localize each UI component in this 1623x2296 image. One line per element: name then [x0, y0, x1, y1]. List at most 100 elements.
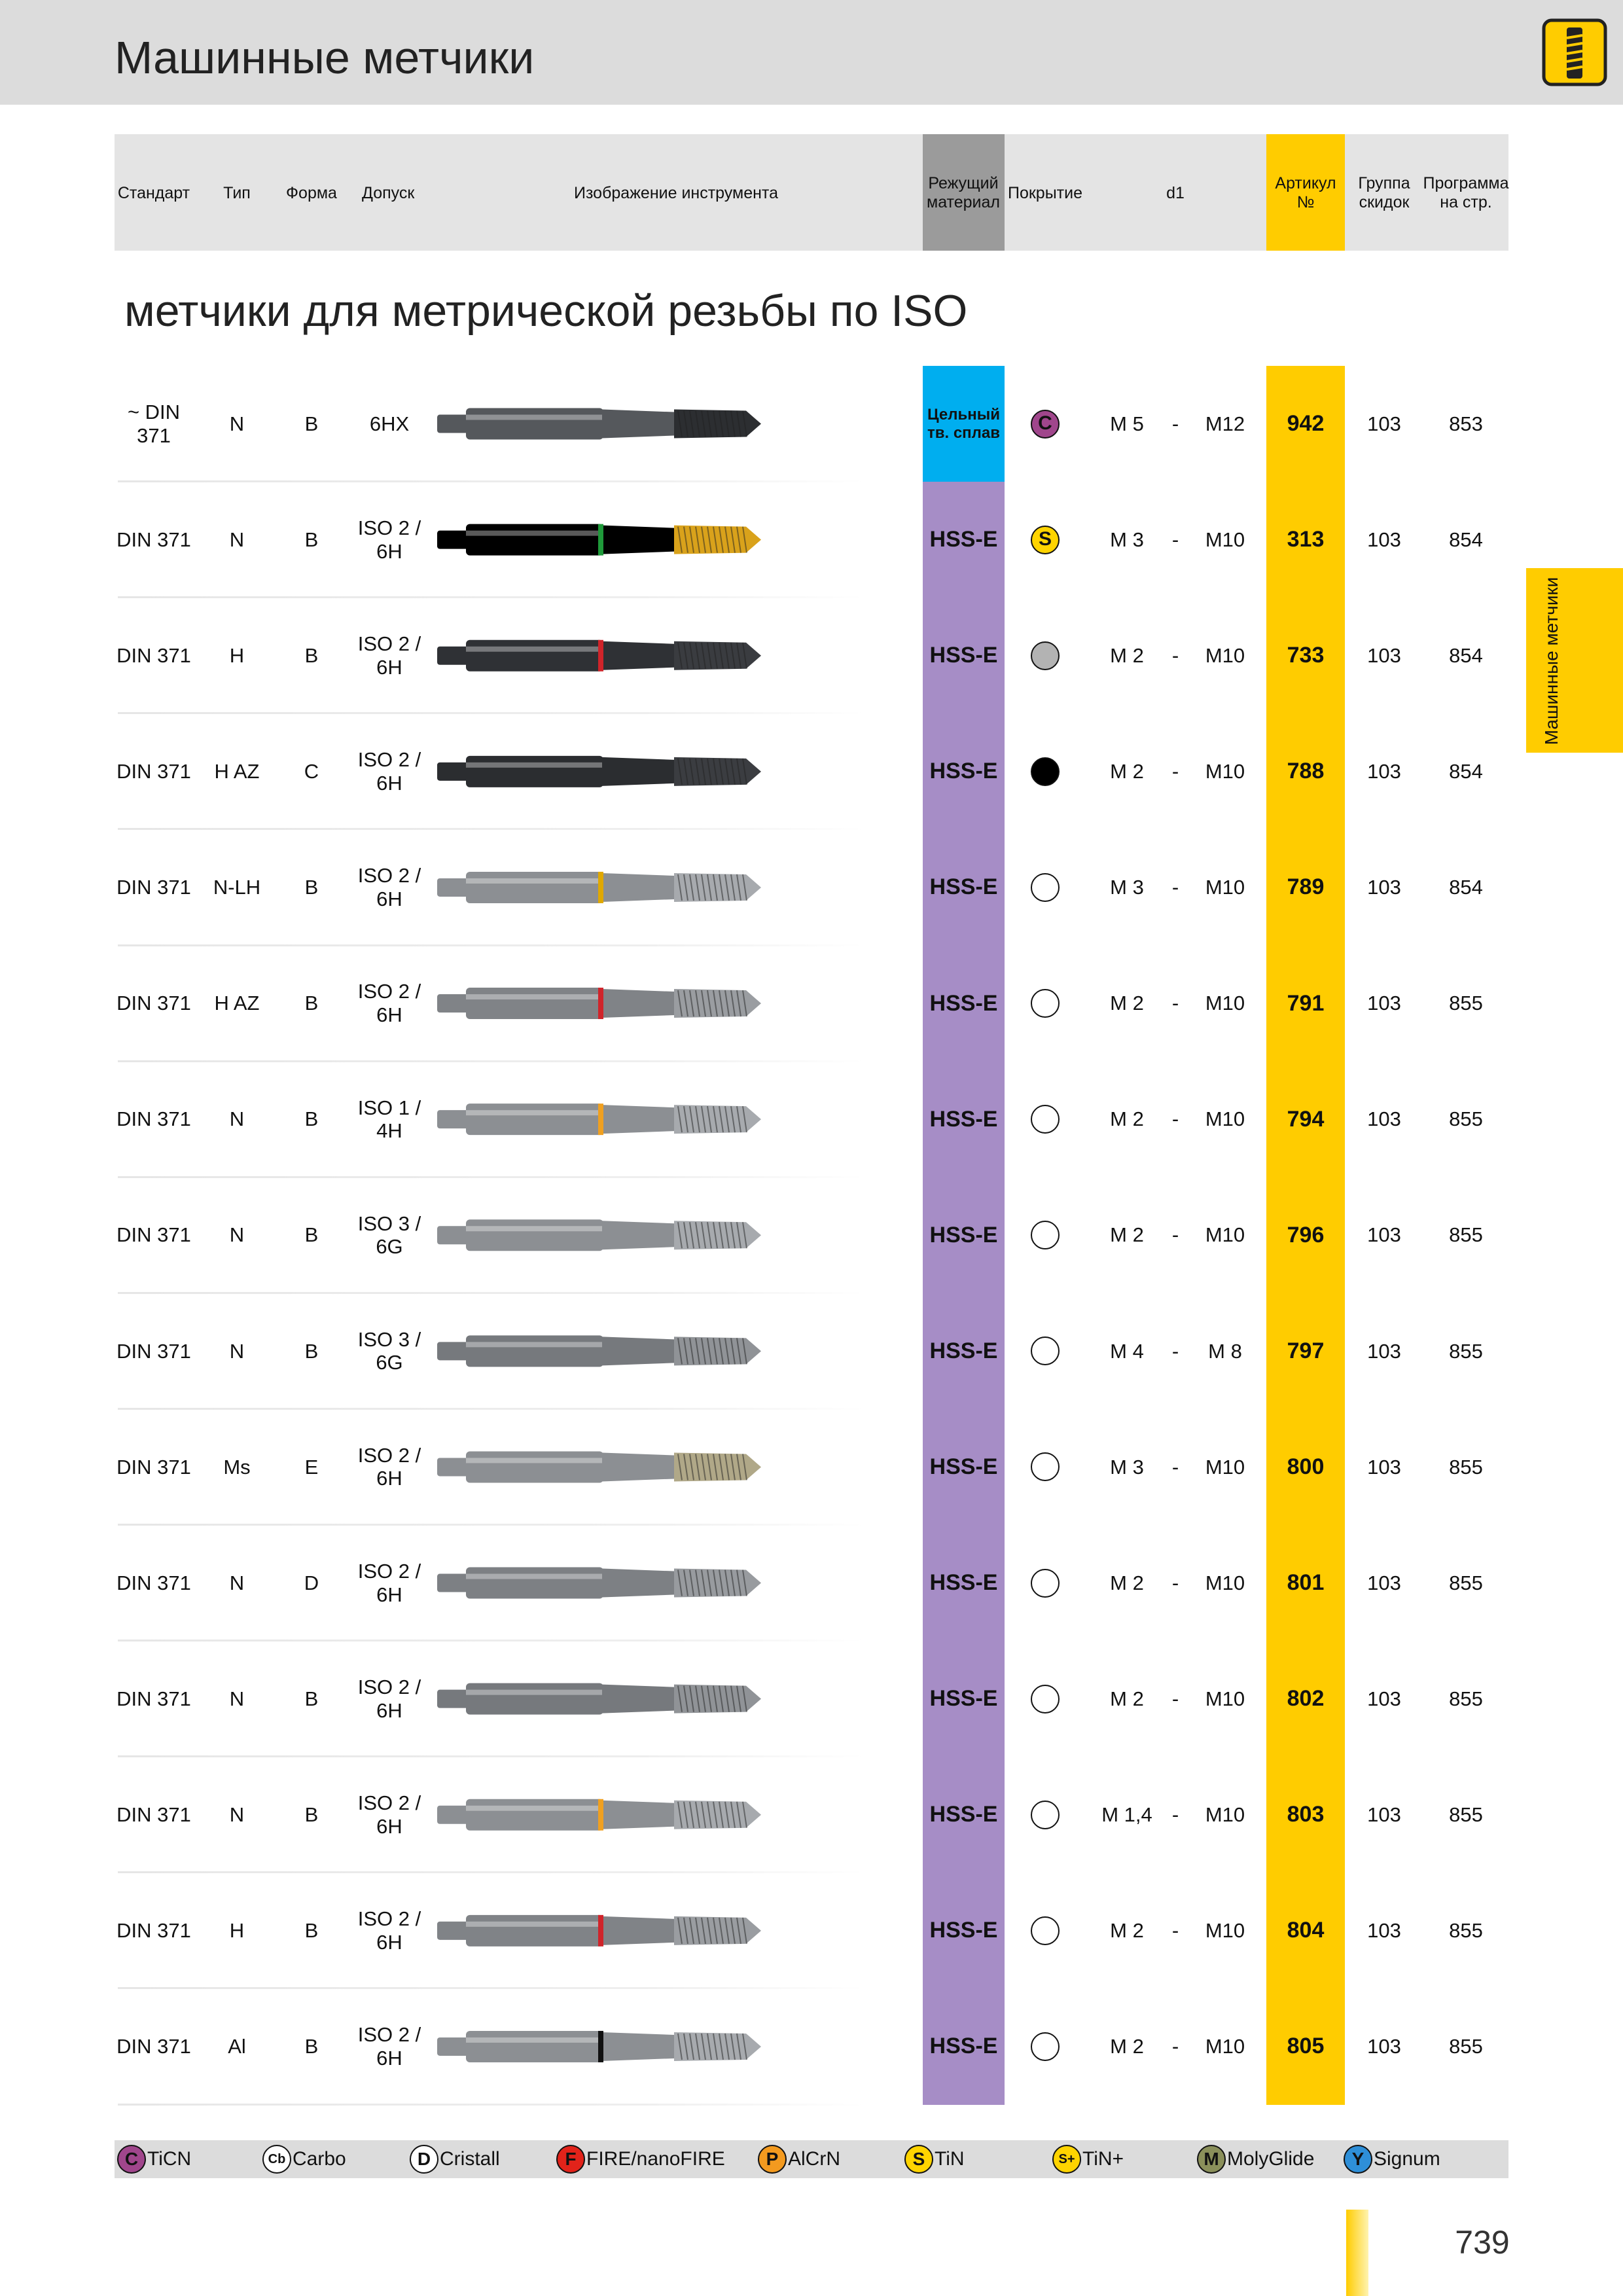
d1-to: M10	[1205, 1223, 1245, 1247]
catalog-page: 855	[1449, 1571, 1483, 1594]
tool-shank-highlight	[466, 762, 603, 768]
form: B	[304, 412, 319, 435]
thread-line	[701, 758, 706, 785]
type: Al	[228, 2035, 246, 2058]
column-header: Программа на стр.	[1423, 174, 1509, 211]
thread-line	[695, 1570, 700, 1596]
legend-bar	[115, 2140, 1508, 2178]
thread-line	[707, 2033, 712, 2060]
thread-line	[707, 1454, 712, 1480]
row-separator	[118, 596, 864, 599]
cutting-material: Цельный тв. сплав	[927, 405, 1001, 442]
d1-from: M 1,4	[1101, 1803, 1152, 1826]
page-title: Машинные метчики	[115, 31, 535, 83]
thread-line	[701, 642, 706, 669]
tool-shank	[466, 524, 603, 556]
thread-line	[701, 2033, 706, 2060]
tool-shank-highlight	[466, 1110, 603, 1116]
catalog-page: 854	[1449, 760, 1483, 783]
d1-to: M 8	[1208, 1339, 1242, 1363]
thread-line	[730, 1338, 736, 1365]
type: H	[229, 643, 245, 667]
form: D	[304, 1571, 319, 1594]
thread-line	[724, 1338, 730, 1365]
discount-group: 103	[1367, 1687, 1401, 1710]
d1-dash: -	[1171, 643, 1179, 667]
form: B	[304, 1339, 319, 1363]
tolerance: ISO 2 / 6H	[357, 748, 421, 795]
d1-to: M10	[1205, 1571, 1245, 1594]
article: 797	[1287, 1338, 1325, 1363]
material-cell-bg	[923, 1408, 1005, 1526]
thread-line	[689, 1222, 694, 1249]
catalog-page: 855	[1449, 992, 1483, 1015]
thread-line	[713, 758, 718, 785]
discount-group: 103	[1367, 1107, 1401, 1131]
thread-line	[713, 2033, 718, 2060]
thread-line	[689, 1685, 694, 1712]
tool-ring	[598, 639, 603, 672]
tolerance: ISO 2 / 6H	[357, 980, 421, 1027]
coating-symbol	[1031, 1800, 1060, 1829]
thread-line	[707, 990, 712, 1017]
discount-group: 103	[1367, 528, 1401, 551]
legend-symbol: C	[117, 2145, 146, 2174]
standard: DIN 371	[116, 876, 191, 899]
thread-line	[724, 1917, 730, 1944]
material-cell-bg	[923, 713, 1005, 831]
standard: ~ DIN 371	[127, 400, 181, 447]
type: Ms	[223, 1455, 251, 1479]
row-separator	[118, 2103, 864, 2106]
tool-shank	[466, 1799, 603, 1831]
form: B	[304, 2035, 319, 2058]
thread-line	[683, 1685, 688, 1712]
legend-symbol: S+	[1052, 2145, 1081, 2174]
thread-line	[713, 1338, 718, 1365]
d1-dash: -	[1171, 412, 1179, 435]
discount-group: 103	[1367, 1223, 1401, 1247]
article: 804	[1287, 1918, 1325, 1943]
type: N	[229, 1107, 245, 1131]
row-separator	[118, 1640, 864, 1642]
d1-from: M 3	[1110, 528, 1144, 551]
tool-neck	[602, 1568, 674, 1598]
d1-dash: -	[1171, 1571, 1179, 1594]
standard: DIN 371	[116, 1803, 191, 1826]
thread-line	[689, 874, 694, 901]
thread-line	[730, 1222, 736, 1249]
row-separator	[118, 1987, 864, 1990]
catalog-page: 855	[1449, 2035, 1483, 2058]
thread-line	[695, 1106, 700, 1133]
catalog-page: 855	[1449, 1455, 1483, 1479]
tool-shank-highlight	[466, 1689, 603, 1695]
tolerance: ISO 2 / 6H	[357, 1676, 421, 1722]
thread-line	[719, 1801, 724, 1828]
material-header-bg	[923, 134, 1005, 251]
legend-label: Cristall	[440, 2147, 500, 2170]
column-header: Стандарт	[117, 183, 190, 202]
material-cell-bg	[923, 1873, 1005, 1990]
legend-label: FIRE/nanoFIRE	[586, 2147, 725, 2170]
thread-line	[736, 410, 741, 437]
coating-symbol	[1031, 1568, 1060, 1598]
d1-dash: -	[1171, 2035, 1179, 2058]
thread-line	[713, 1454, 718, 1480]
catalog-page: 855	[1449, 1687, 1483, 1710]
tolerance: ISO 1 / 4H	[357, 1096, 421, 1143]
standard: DIN 371	[116, 1571, 191, 1594]
tool-ring	[598, 2030, 603, 2062]
tool-shank-highlight	[466, 2037, 603, 2043]
thread-line	[713, 526, 718, 553]
standard: DIN 371	[116, 2035, 191, 2058]
type: N	[229, 1803, 245, 1826]
tool-neck	[602, 1800, 674, 1829]
tool-shank-end	[437, 762, 469, 781]
row-separator	[118, 712, 864, 715]
tool-shank-highlight	[466, 994, 603, 1000]
coating-symbol: C	[1031, 409, 1060, 439]
standard: DIN 371	[116, 760, 191, 783]
d1-to: M10	[1205, 1919, 1245, 1943]
thread-line	[689, 1338, 694, 1365]
row-separator	[118, 1407, 864, 1410]
d1-to: M10	[1205, 992, 1245, 1015]
